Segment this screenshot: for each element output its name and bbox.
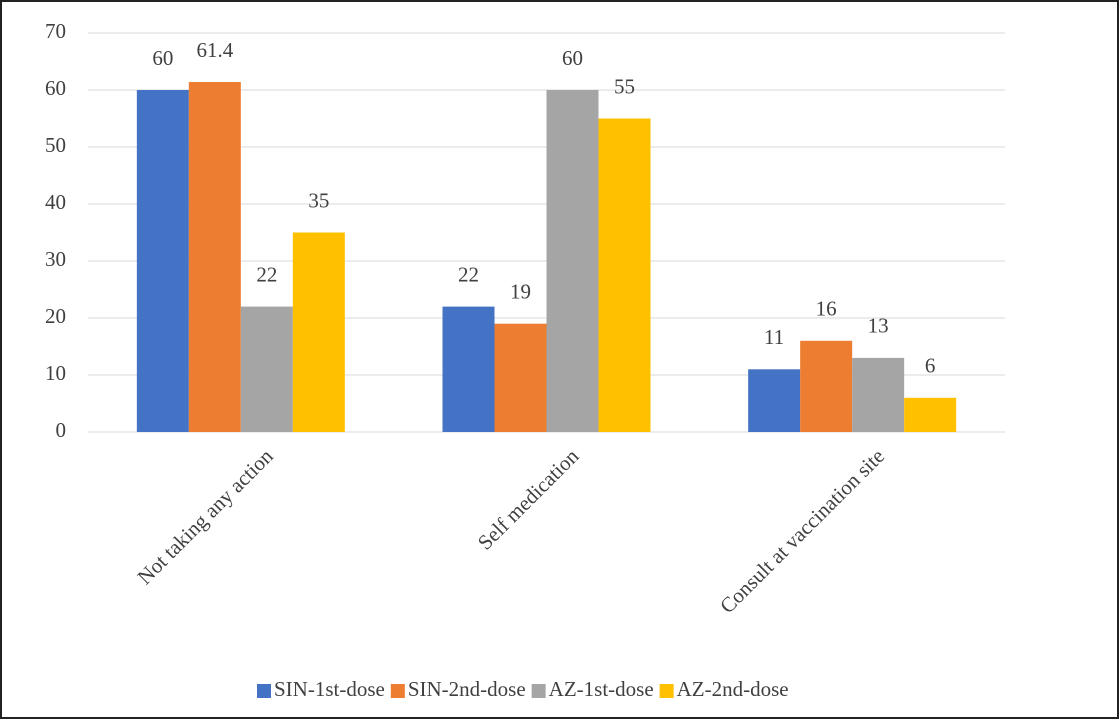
data-label: 16: [816, 297, 837, 321]
bar: [800, 340, 853, 432]
bar: [852, 357, 905, 432]
data-label: 22: [458, 262, 479, 286]
bar: [240, 306, 293, 432]
data-label: 13: [868, 314, 889, 338]
data-label: 22: [256, 262, 277, 286]
legend-swatch: [257, 684, 271, 698]
data-label: 19: [510, 280, 531, 304]
legend-label: AZ-2nd-dose: [677, 677, 789, 701]
data-label: 35: [308, 188, 329, 212]
y-tick-label: 40: [45, 190, 66, 214]
y-tick-label: 0: [56, 418, 67, 442]
legend-swatch: [531, 684, 546, 698]
y-tick-label: 50: [45, 133, 66, 157]
data-label: 60: [562, 46, 583, 70]
data-label: 60: [152, 46, 173, 70]
legend-label: SIN-2nd-dose: [408, 677, 526, 701]
legend-label: AZ-1st-dose: [549, 677, 654, 701]
data-label: 11: [764, 325, 784, 349]
bar: [904, 397, 957, 432]
y-tick-label: 20: [45, 304, 66, 328]
data-label: 6: [925, 354, 936, 378]
bar: [748, 369, 801, 432]
legend-swatch: [659, 684, 674, 698]
y-tick-label: 30: [45, 247, 66, 271]
bar: [598, 118, 651, 432]
bar: [546, 90, 599, 432]
bar: [136, 90, 189, 432]
bar: [292, 232, 345, 432]
y-tick-label: 10: [45, 361, 66, 385]
legend-swatch: [390, 684, 405, 698]
data-label: 61.4: [196, 38, 233, 62]
y-tick-label: 70: [45, 19, 66, 43]
bar: [442, 306, 495, 432]
legend-label: SIN-1st-dose: [274, 677, 385, 701]
data-label: 55: [614, 74, 635, 98]
bar: [188, 82, 241, 433]
y-tick-label: 60: [45, 76, 66, 100]
bar: [494, 323, 547, 432]
